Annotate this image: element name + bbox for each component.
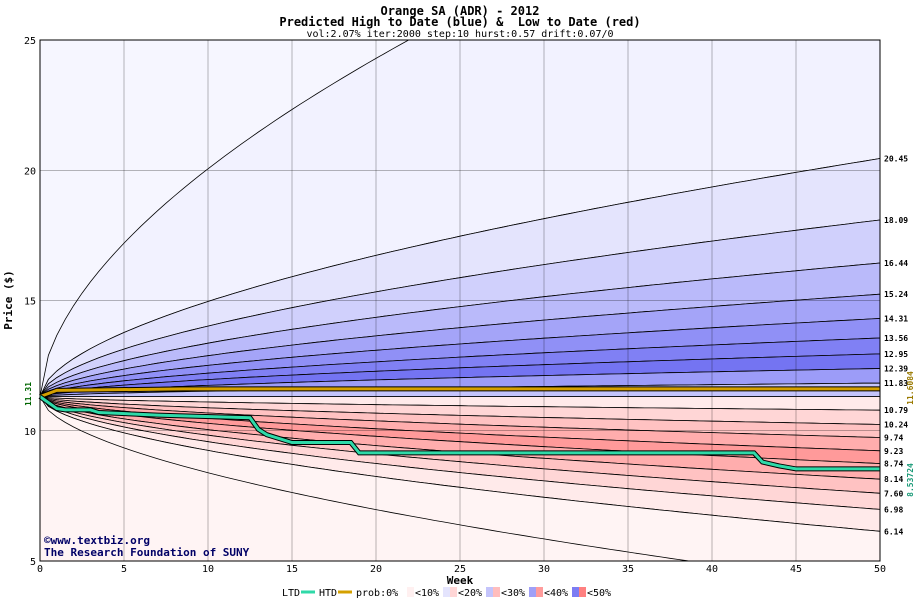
legend-10-swatch-a xyxy=(400,587,407,597)
right-label-8: 11.83 xyxy=(884,379,908,388)
right-label-5: 13.56 xyxy=(884,334,908,343)
legend-htd-label: HTD xyxy=(319,588,337,599)
legend-ltd-label: LTD xyxy=(282,588,300,599)
x-tick-45: 45 xyxy=(790,564,802,575)
y-tick-5: 5 xyxy=(30,557,36,568)
chart-subtitle: Predicted High to Date (blue) & Low to D… xyxy=(279,15,640,29)
x-tick-50: 50 xyxy=(874,564,886,575)
htd-final-label: 11.6084 xyxy=(906,371,915,405)
right-label-11: 9.74 xyxy=(884,434,903,443)
right-band-labels: 20.45 18.09 16.44 15.24 14.31 13.56 12.95 12.39… xyxy=(884,155,908,537)
right-label-3: 15.24 xyxy=(884,290,908,299)
legend-30-swatch-b xyxy=(493,587,500,597)
chart-title: Orange SA (ADR) - 2012 xyxy=(381,4,540,18)
legend-50-swatch-b xyxy=(579,587,586,597)
chart-params: vol:2.07% iter:2000 step:10 hurst:0.57 d… xyxy=(306,29,613,40)
ltd-final-label: 8.53724 xyxy=(906,463,915,497)
y-tick-20: 20 xyxy=(24,166,36,177)
credit-site: ©www.textbiz.org xyxy=(44,534,150,547)
x-tick-25: 25 xyxy=(454,564,466,575)
right-label-17: 6.14 xyxy=(884,527,903,536)
credit-site-text: www.textbiz.org xyxy=(51,534,150,547)
x-tick-labels: 0 5 10 15 20 25 30 35 40 45 50 xyxy=(37,564,886,575)
x-tick-10: 10 xyxy=(202,564,214,575)
legend: LTD HTD prob:0% <10% <20% <30% <40% <50% xyxy=(282,587,611,599)
y-tick-10: 10 xyxy=(24,427,36,438)
y-tick-25: 25 xyxy=(24,36,36,47)
band-lower-9 xyxy=(40,396,880,561)
right-label-16: 6.98 xyxy=(884,505,903,514)
x-tick-0: 0 xyxy=(37,564,43,575)
legend-50-swatch-a xyxy=(572,587,579,597)
htd-line xyxy=(39,387,880,399)
legend-50-label: <50% xyxy=(587,588,611,599)
right-label-0: 20.45 xyxy=(884,155,908,164)
legend-20-swatch-a xyxy=(443,587,450,597)
start-price-label: 11.31 xyxy=(24,382,33,406)
right-label-6: 12.95 xyxy=(884,350,908,359)
legend-20-label: <20% xyxy=(458,588,482,599)
x-tick-35: 35 xyxy=(622,564,634,575)
right-label-2: 16.44 xyxy=(884,259,908,268)
right-label-14: 8.14 xyxy=(884,475,903,484)
right-label-15: 7.60 xyxy=(884,489,903,498)
x-tick-20: 20 xyxy=(370,564,382,575)
ltd-line xyxy=(39,395,880,471)
right-label-1: 18.09 xyxy=(884,216,908,225)
right-label-13: 8.74 xyxy=(884,460,903,469)
x-axis-label: Week xyxy=(447,574,474,587)
legend-prob0: prob:0% xyxy=(356,588,398,599)
y-axis-label: Price ($) xyxy=(2,270,15,330)
legend-10-swatch-b xyxy=(407,587,414,597)
right-label-12: 9.23 xyxy=(884,447,903,456)
legend-40-swatch-b xyxy=(536,587,543,597)
right-label-7: 12.39 xyxy=(884,364,908,373)
credit-org: The Research Foundation of SUNY xyxy=(44,546,250,559)
legend-40-swatch-a xyxy=(529,587,536,597)
x-tick-30: 30 xyxy=(538,564,550,575)
legend-40-label: <40% xyxy=(544,588,568,599)
x-tick-15: 15 xyxy=(286,564,298,575)
x-tick-40: 40 xyxy=(706,564,718,575)
plot-frame xyxy=(39,39,881,562)
copyright-icon: © xyxy=(44,534,51,547)
right-label-9: 10.79 xyxy=(884,406,908,415)
legend-30-label: <30% xyxy=(501,588,525,599)
legend-20-swatch-b xyxy=(450,587,457,597)
y-tick-15: 15 xyxy=(24,297,36,308)
legend-30-swatch-a xyxy=(486,587,493,597)
series-lines xyxy=(38,386,880,472)
legend-10-label: <10% xyxy=(415,588,439,599)
right-label-4: 14.31 xyxy=(884,314,908,323)
x-tick-5: 5 xyxy=(121,564,127,575)
y-tick-labels: 5 10 15 20 25 xyxy=(24,36,36,568)
right-label-10: 10.24 xyxy=(884,420,908,429)
